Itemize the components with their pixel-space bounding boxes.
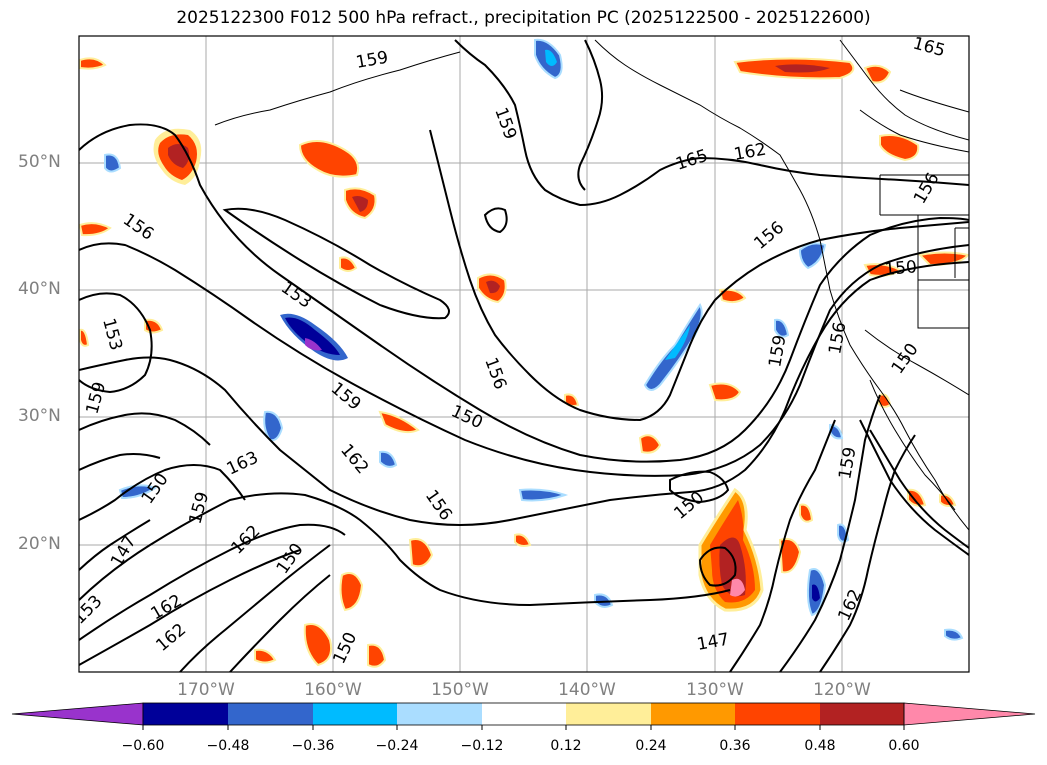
lon-label-160w: 160°W (304, 680, 362, 700)
colorbar-tick-label: 0.48 (804, 738, 836, 754)
colorbar-tick-label: 0.60 (888, 738, 920, 754)
colorbar-tick-label: 0.36 (719, 738, 751, 754)
contour-label: 150 (884, 257, 918, 280)
colorbar-tick-label: −0.60 (121, 738, 165, 754)
lat-label-30n: 30°N (18, 406, 61, 426)
colorbar-tick-label: −0.12 (460, 738, 504, 754)
colorbar-tick-label: 0.24 (635, 738, 667, 754)
lon-label-120w: 120°W (813, 680, 871, 700)
map-frame (78, 35, 970, 673)
colorbar-tick-label: −0.48 (206, 738, 250, 754)
lat-label-40n: 40°N (18, 279, 61, 299)
lon-label-130w: 130°W (686, 680, 744, 700)
colorbar-tick-label: −0.36 (291, 738, 335, 754)
lon-label-170w: 170°W (177, 680, 235, 700)
precip-positive (79, 57, 969, 668)
lon-label-150w: 150°W (431, 680, 489, 700)
colorbar-tick-label: −0.24 (375, 738, 419, 754)
lon-label-140w: 140°W (558, 680, 616, 700)
colorbar (11, 702, 1036, 730)
precip-negative (104, 38, 964, 641)
lat-label-20n: 20°N (18, 534, 61, 554)
lat-label-50n: 50°N (18, 152, 61, 172)
map-title: 2025122300 F012 500 hPa refract., precip… (176, 8, 871, 28)
refractivity-contours (79, 39, 969, 672)
colorbar-tick-label: 0.12 (550, 738, 582, 754)
coastlines (214, 39, 969, 531)
